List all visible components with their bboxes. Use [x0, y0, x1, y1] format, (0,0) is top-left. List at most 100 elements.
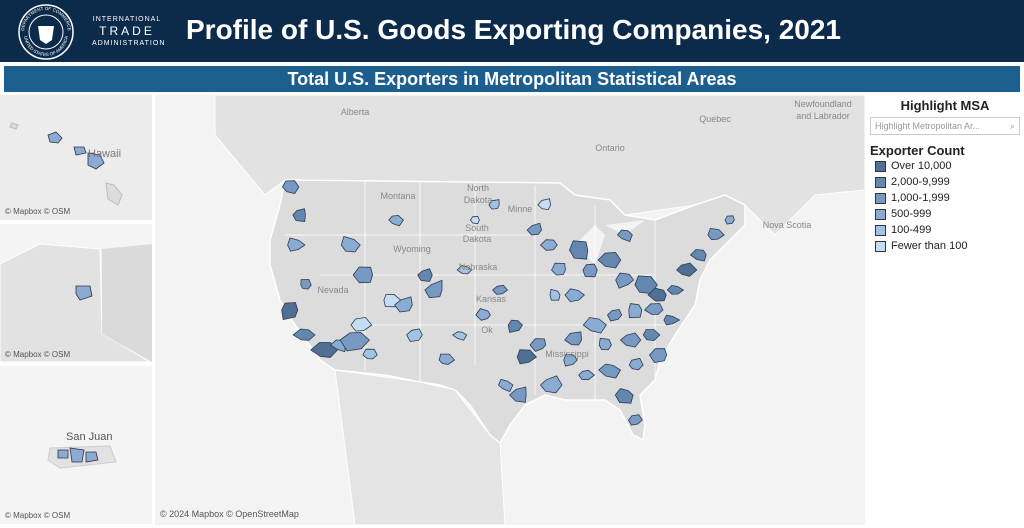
msa-area[interactable] [615, 272, 635, 289]
attribution: © Mapbox © OSM [5, 207, 70, 216]
msa-area[interactable] [507, 319, 523, 333]
map-label: Alberta [341, 107, 370, 117]
msa-area[interactable] [614, 388, 634, 404]
msa-area[interactable] [563, 353, 578, 367]
msa-area[interactable] [509, 386, 527, 403]
msa-area[interactable] [498, 378, 514, 393]
msa-area[interactable] [282, 180, 300, 194]
msa-area[interactable] [424, 279, 443, 299]
msa-area[interactable] [352, 266, 374, 284]
msa-area[interactable] [362, 348, 378, 360]
agency-line: ADMINISTRATION [92, 40, 166, 47]
msa-area[interactable] [619, 332, 642, 348]
msa-area[interactable] [597, 251, 622, 269]
msa-area[interactable] [582, 317, 607, 334]
legend-item[interactable]: 1,000-1,999 [870, 190, 1020, 206]
msa-area[interactable] [529, 338, 547, 352]
agency: INTERNATIONAL TRADE ADMINISTRATION [92, 14, 166, 49]
msa-area[interactable] [582, 263, 598, 278]
msa-area[interactable] [417, 268, 433, 282]
msa-area[interactable] [643, 303, 664, 315]
msa-area[interactable] [300, 279, 312, 290]
map-label: Dakota [464, 195, 493, 205]
map-label: Ontario [595, 143, 625, 153]
msa-area[interactable] [469, 215, 480, 225]
msa-area[interactable] [724, 215, 735, 225]
main-map: © 2024 Mapbox © OpenStreetMap Alberta Que… [155, 95, 865, 525]
msa-area[interactable] [628, 414, 643, 426]
puerto-rico-inset: San Juan © Mapbox © OSM [0, 366, 152, 524]
msa-area[interactable] [707, 227, 725, 241]
map-label: Nevada [317, 285, 348, 295]
header: DEPARTMENT OF COMMERCE UNITED STATES OF … [0, 0, 1024, 62]
msa-area[interactable] [689, 249, 707, 262]
legend-swatch [875, 240, 886, 252]
msa-area[interactable] [598, 363, 622, 379]
msa-area[interactable] [564, 331, 582, 346]
attribution: © Mapbox © OSM [5, 511, 70, 520]
msa-area[interactable] [539, 375, 563, 394]
legend-swatch [875, 224, 886, 236]
legend-label: Fewer than 100 [891, 240, 968, 252]
msa-area[interactable] [350, 316, 373, 332]
msa-area[interactable] [663, 314, 681, 326]
msa-area[interactable] [647, 287, 667, 302]
map-label: Mississippi [545, 349, 589, 359]
msa-area[interactable] [526, 222, 542, 236]
legend-swatch [875, 176, 886, 188]
legend-label: 100-499 [891, 224, 932, 236]
msa-area[interactable] [492, 284, 509, 295]
msa-area[interactable] [388, 214, 404, 227]
msa-area[interactable] [642, 329, 661, 342]
msa-area[interactable] [549, 288, 561, 301]
msa-area[interactable] [578, 369, 596, 381]
legend-label: 2,000-9,999 [891, 176, 950, 188]
msa-area[interactable] [287, 237, 306, 252]
search-placeholder: Highlight Metropolitan Ar... [875, 121, 981, 131]
map-label: San Juan [66, 431, 112, 443]
legend-item[interactable]: 2,000-9,999 [870, 174, 1020, 190]
msa-area[interactable] [340, 236, 361, 253]
msa-area[interactable] [666, 284, 685, 295]
map-label: and Labrador [796, 111, 850, 121]
msa-area[interactable] [648, 348, 668, 364]
msa-area[interactable] [406, 328, 423, 342]
msa-area[interactable] [281, 302, 299, 320]
msa-area[interactable] [628, 303, 643, 319]
legend-item[interactable]: 100-499 [870, 222, 1020, 238]
msa-area[interactable] [339, 331, 370, 352]
msa-area[interactable] [310, 342, 338, 358]
legend-item[interactable]: 500-999 [870, 206, 1020, 222]
msa-area[interactable] [292, 208, 306, 222]
msa-area[interactable] [438, 353, 456, 365]
msa-area[interactable] [537, 198, 552, 211]
msa-area[interactable] [598, 337, 612, 351]
msa-area[interactable] [475, 308, 491, 321]
msa-area[interactable] [394, 296, 413, 313]
msa-area[interactable] [564, 288, 586, 303]
map-label: Ok [481, 325, 493, 335]
msa-area[interactable] [607, 308, 623, 322]
legend-label: 500-999 [891, 208, 932, 220]
msa-area[interactable] [569, 240, 589, 260]
search-box[interactable]: Highlight Metropolitan Ar... ⌕ [870, 117, 1020, 135]
map-label: Minne [508, 204, 533, 214]
msa-area[interactable] [628, 357, 644, 371]
msa-area[interactable] [516, 349, 538, 365]
msa-area[interactable] [676, 262, 698, 277]
legend-item[interactable]: Over 10,000 [870, 158, 1020, 174]
msa-area[interactable] [456, 265, 473, 275]
msa-area[interactable] [539, 239, 558, 251]
agency-line: INTERNATIONAL [92, 16, 162, 23]
map-label: Quebec [699, 114, 731, 124]
legend-item[interactable]: Fewer than 100 [870, 238, 1020, 254]
map-label: South [465, 223, 489, 233]
legend-label: 1,000-1,999 [891, 192, 950, 204]
msa-area[interactable] [292, 328, 316, 341]
msa-area[interactable] [451, 331, 468, 341]
legend-items: Over 10,000 2,000-9,999 1,000-1,999 500-999… [870, 158, 1020, 254]
msa-area[interactable] [551, 262, 566, 276]
legend-title: Exporter Count [870, 143, 965, 158]
msa-area[interactable] [488, 199, 500, 210]
msa-area[interactable] [616, 229, 633, 243]
